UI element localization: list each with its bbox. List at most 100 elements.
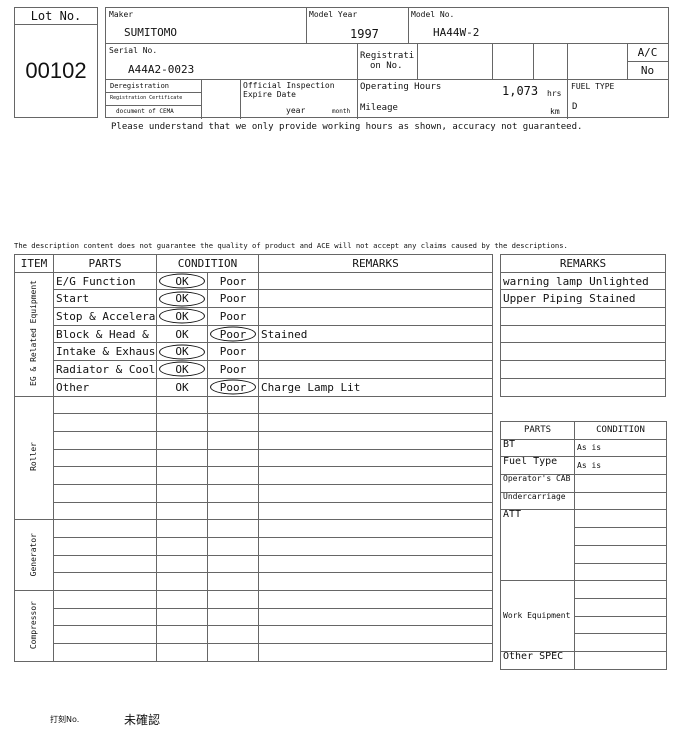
condition-ok-cell: OK xyxy=(156,307,208,326)
condition-ok-cell: OK xyxy=(156,271,208,291)
condition-ok-cell: OK xyxy=(156,324,208,344)
condition-poor-cell xyxy=(206,413,260,432)
header-item: ITEM xyxy=(14,254,54,273)
model-year-value: 1997 xyxy=(350,27,379,41)
condition-ok-cell xyxy=(156,483,208,503)
condition-ok-cell xyxy=(156,625,208,645)
selected-circle-mark xyxy=(159,273,205,289)
condition-poor-cell: Poor xyxy=(206,342,260,362)
table-row xyxy=(15,625,494,645)
table-row: warning lamp Unlighted xyxy=(500,271,666,291)
lot-number: 00102 xyxy=(25,58,87,83)
condition-poor-cell: Poor xyxy=(206,289,260,309)
table-row xyxy=(15,572,494,592)
condition-poor-cell xyxy=(206,625,260,645)
condition-ok-cell: OK xyxy=(156,289,208,309)
condition-ok-cell: OK xyxy=(156,342,208,362)
remarks-cell xyxy=(258,289,494,309)
part-cell xyxy=(53,643,157,662)
part-cell xyxy=(53,554,157,574)
condition-cell xyxy=(574,544,667,564)
condition-poor-cell: Poor xyxy=(206,271,260,291)
year-label: year xyxy=(286,106,306,115)
remarks-cell: warning lamp Unlighted xyxy=(500,271,666,291)
table-row: Other SPEC xyxy=(500,650,667,670)
cema-document-label: document of CEMA xyxy=(116,108,174,115)
condition-ok-cell xyxy=(156,554,208,574)
table-row: Undercarriage xyxy=(500,491,667,511)
part-cell: Fuel Type xyxy=(500,456,575,476)
part-cell: Undercarriage xyxy=(500,491,575,511)
part-cell: Block & Head & Oil Pan xyxy=(53,324,157,344)
remarks-cell xyxy=(258,519,494,538)
remarks-cell xyxy=(258,342,494,362)
fuel-type-value: D xyxy=(572,102,578,112)
part-cell xyxy=(53,395,157,415)
lot-label: Lot No. xyxy=(30,9,82,23)
condition-poor-cell xyxy=(206,537,260,556)
registration-certificate-label: Registration Certificate xyxy=(110,95,183,101)
condition-ok-cell xyxy=(156,537,208,556)
remarks-cell xyxy=(258,448,494,468)
part-cell: Intake & Exhaust xyxy=(53,342,157,362)
table-row: BT As is xyxy=(500,438,667,458)
part-cell xyxy=(53,413,157,432)
table-row xyxy=(15,483,494,503)
ac-label: A/C xyxy=(637,46,658,59)
condition-poor-cell xyxy=(206,395,260,415)
condition-poor-cell: Poor xyxy=(206,360,260,379)
remarks-cell xyxy=(258,590,494,609)
inspection-label: Official Inspection xyxy=(243,81,335,90)
condition-ok-cell xyxy=(156,607,208,627)
part-cell: Other SPEC xyxy=(500,650,575,670)
table-row: Start OK Poor xyxy=(15,289,494,309)
item-label: EG & Related Equipment xyxy=(29,280,38,387)
ac-value: No xyxy=(640,64,655,77)
remarks-cell xyxy=(258,501,494,521)
condition-ok-cell xyxy=(156,466,208,485)
header-parts: PARTS xyxy=(53,254,157,273)
item-cell: EG & Related Equipment xyxy=(14,271,54,397)
condition-cell xyxy=(574,509,667,529)
km-unit: km xyxy=(550,107,560,116)
item-label: Compressor xyxy=(29,600,38,650)
fuel-type-label: FUEL TYPE xyxy=(571,82,615,91)
remarks-cell xyxy=(258,554,494,574)
part-cell xyxy=(53,430,157,450)
header-remarks: REMARKS xyxy=(258,254,494,273)
table-row xyxy=(500,342,666,362)
item-cell: Roller xyxy=(14,395,54,521)
condition-poor-cell xyxy=(206,466,260,485)
part-cell: ATT xyxy=(500,509,575,582)
table-row: Upper Piping Stained xyxy=(500,289,666,309)
condition-poor-cell xyxy=(206,519,260,538)
condition-poor-cell: Poor xyxy=(206,307,260,326)
table-row xyxy=(15,607,494,627)
remarks-cell xyxy=(258,607,494,627)
part-cell xyxy=(53,590,157,609)
header-parts: PARTS xyxy=(500,421,575,440)
table-row: Radiator & CoolingOK Poor xyxy=(15,360,494,379)
condition-ok-cell xyxy=(156,413,208,432)
condition-poor-cell xyxy=(206,430,260,450)
stamp-value: 未確認 xyxy=(124,713,161,727)
table-row: Intake & Exhaust OK Poor xyxy=(15,342,494,362)
month-label: month xyxy=(332,108,351,115)
item-cell: Compressor xyxy=(14,590,54,662)
remarks-cell xyxy=(258,307,494,326)
remarks-cell: Upper Piping Stained xyxy=(500,289,666,309)
part-cell xyxy=(53,537,157,556)
selected-circle-mark xyxy=(210,379,256,395)
part-cell: Stop & Accelerator xyxy=(53,307,157,326)
poor-label: Poor xyxy=(219,345,247,359)
table-row: Roller xyxy=(14,395,494,521)
inspection-table: ITEM PARTS CONDITION REMARKS EG & Relate… xyxy=(14,254,494,662)
item-label: Roller xyxy=(29,442,38,472)
table-header-row: PARTS CONDITION xyxy=(500,421,667,440)
part-cell xyxy=(53,519,157,538)
lot-box: Lot No. 00102 xyxy=(14,7,98,118)
condition-poor-cell: Poor xyxy=(206,377,260,397)
condition-cell xyxy=(574,474,667,493)
condition-ok-cell xyxy=(156,395,208,415)
table-row xyxy=(15,501,494,521)
